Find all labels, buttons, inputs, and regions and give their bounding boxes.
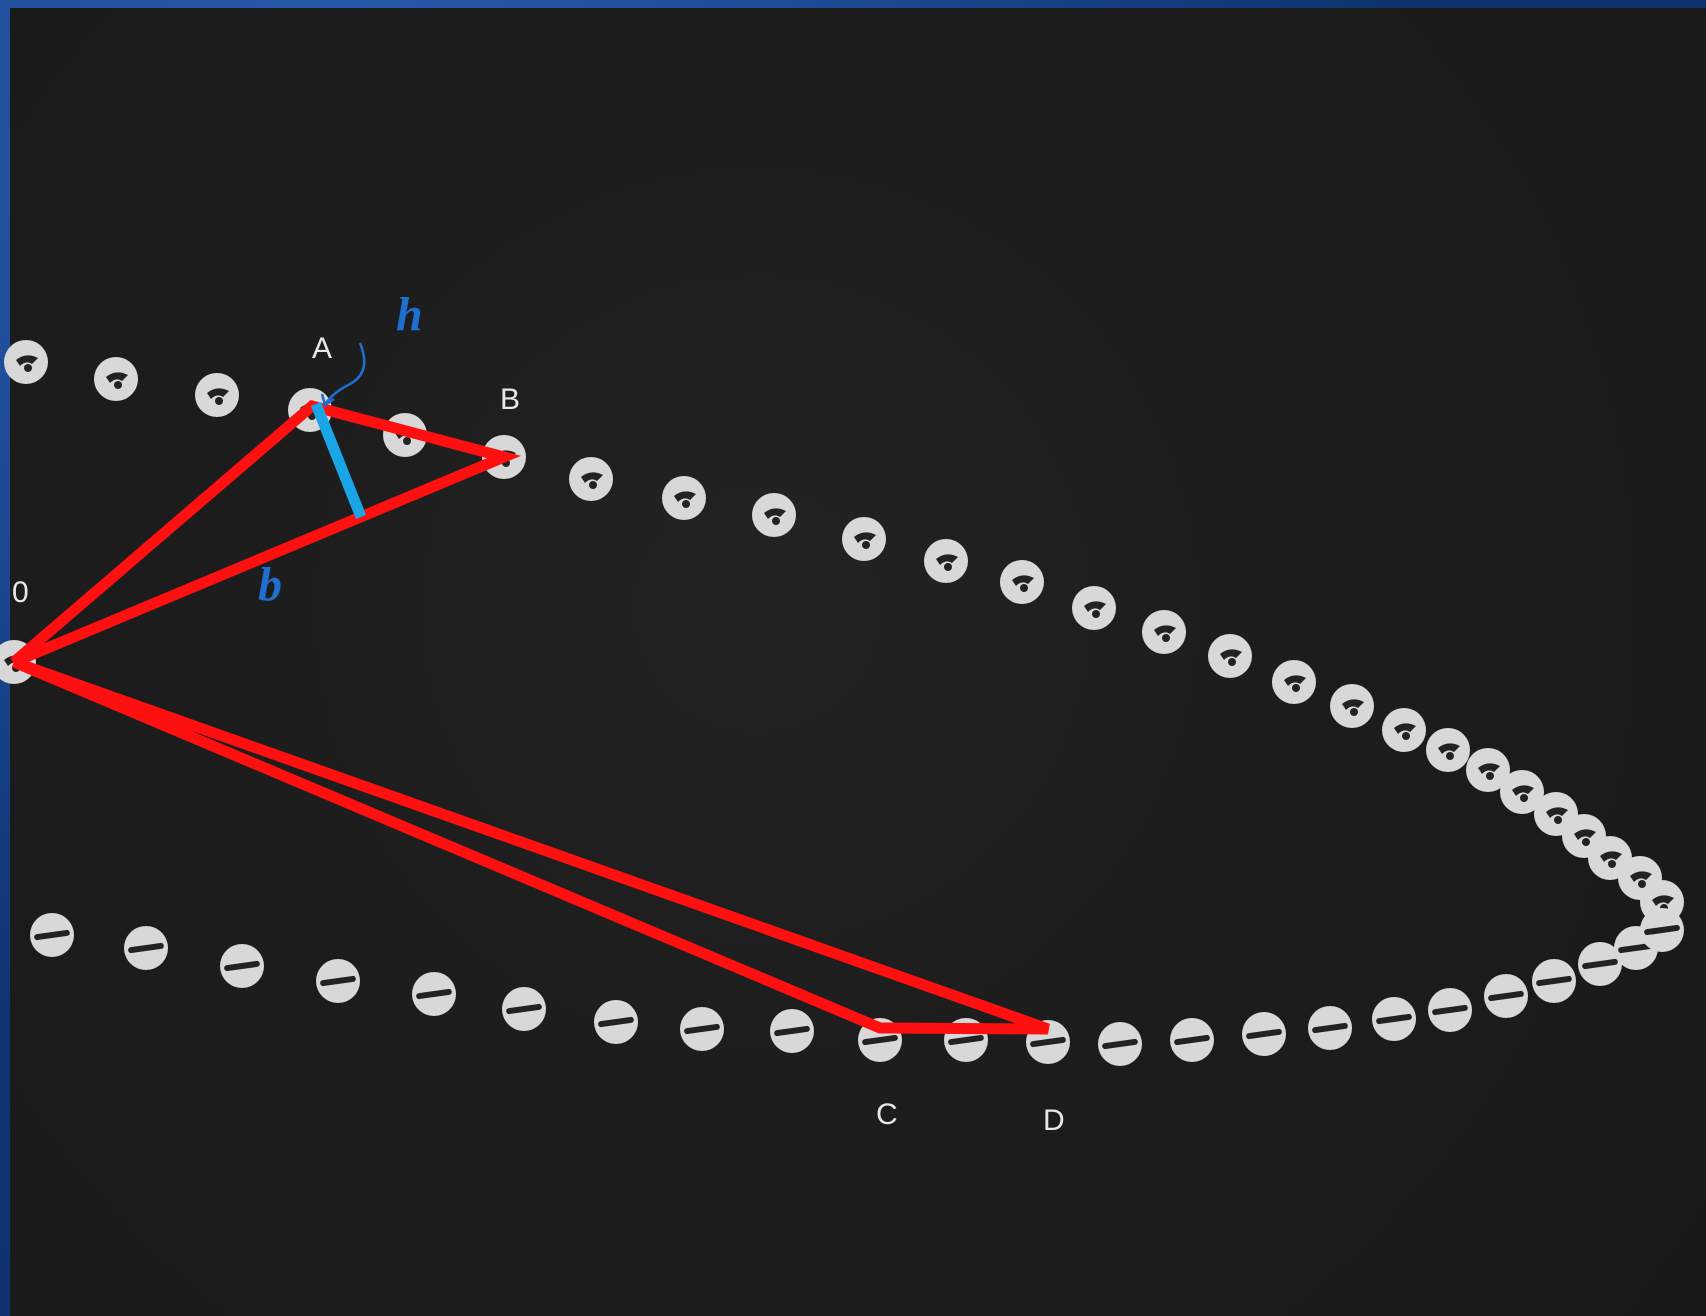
stroboscopic-ball-icon [1072, 586, 1116, 630]
stroboscopic-ball-icon [1000, 560, 1044, 604]
stroboscopic-ball-icon [4, 340, 48, 384]
label-C: C [876, 1098, 898, 1131]
stroboscopic-ball-icon [1640, 908, 1684, 952]
stroboscopic-ball-icon [94, 357, 138, 401]
triangle-OCD [11, 656, 1050, 1035]
stroboscopic-ball-icon [924, 539, 968, 583]
h-pointer-arrow [324, 342, 366, 404]
stroboscopic-ball-icon [1308, 1006, 1352, 1050]
stroboscopic-ball-icon [1426, 728, 1470, 772]
stroboscopic-ball-icon [1242, 1012, 1286, 1056]
label-A: A [312, 332, 332, 365]
label-origin: 0 [12, 576, 29, 609]
stroboscopic-ball-icon [1098, 1022, 1142, 1066]
label-base-b: b [258, 558, 282, 611]
stroboscopic-ball-icon [1532, 959, 1576, 1003]
stroboscopic-ball-icon [842, 517, 886, 561]
stroboscopic-ball-icon [220, 944, 264, 988]
stroboscopic-ball-icon [1142, 610, 1186, 654]
stroboscopic-ball-icon [1484, 974, 1528, 1018]
label-D: D [1043, 1104, 1065, 1137]
stroboscopic-ball-icon [569, 457, 613, 501]
stroboscopic-ball-icon [1372, 997, 1416, 1041]
height-segment [310, 401, 367, 520]
h-pointer-arrowhead [320, 393, 335, 408]
trajectory-lower [30, 908, 1684, 1066]
stroboscopic-ball-icon [502, 987, 546, 1031]
stroboscopic-ball-icon [1382, 708, 1426, 752]
stroboscopic-ball-icon [30, 913, 74, 957]
triangle-OAB [10, 399, 522, 668]
stroboscopic-ball-icon [1330, 684, 1374, 728]
stroboscopic-ball-icon [1170, 1018, 1214, 1062]
stroboscopic-ball-icon [1428, 988, 1472, 1032]
label-height-h: h [396, 288, 423, 341]
stroboscopic-ball-icon [594, 1000, 638, 1044]
stroboscopic-ball-icon [1208, 634, 1252, 678]
stroboscopic-ball-icon [316, 959, 360, 1003]
stroboscopic-ball-icon [770, 1009, 814, 1053]
stroboscopic-ball-icon [124, 926, 168, 970]
stroboscopic-ball-icon [195, 373, 239, 417]
stroboscopic-ball-icon [680, 1007, 724, 1051]
stroboscopic-ball-icon [662, 476, 706, 520]
stroboscopic-ball-icon [752, 493, 796, 537]
stroboscopic-ball-icon [1272, 660, 1316, 704]
stroboscopic-photo [10, 8, 1706, 1316]
trajectory-upper [0, 340, 1684, 924]
stroboscopic-ball-icon [412, 972, 456, 1016]
label-B: B [500, 383, 520, 416]
